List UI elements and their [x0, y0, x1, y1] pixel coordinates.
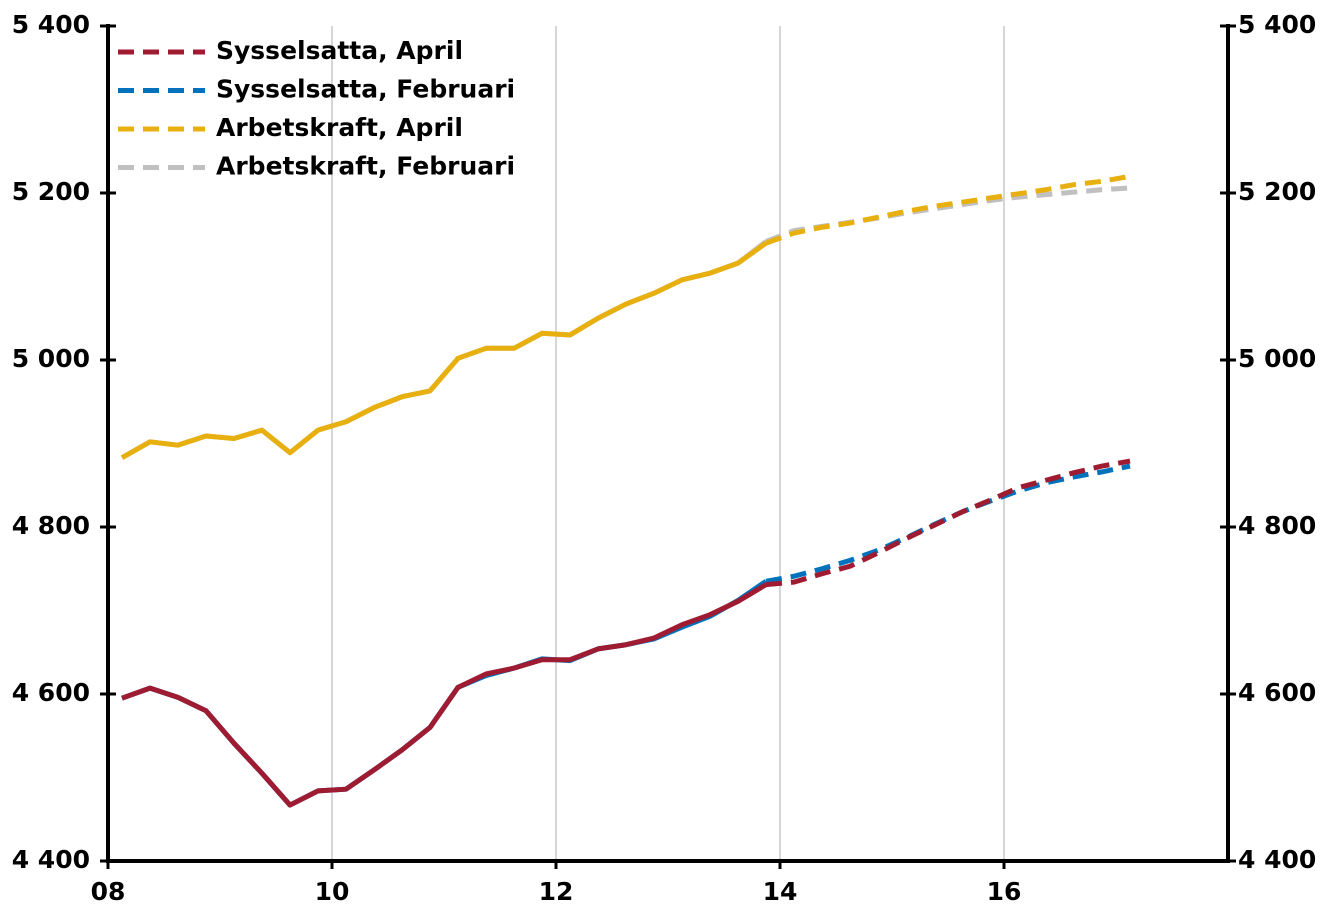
forecast-line [765, 185, 1131, 244]
outcome-line [120, 239, 768, 460]
outcome-line [121, 582, 768, 808]
x-tick-label: 16 [987, 877, 1022, 906]
y-tick-label: 4 800 [12, 511, 90, 540]
forecast-line [765, 463, 1131, 584]
y2-tick-label: 4 600 [1238, 678, 1316, 707]
y2-tick-label: 5 000 [1238, 344, 1316, 373]
forecast-line [765, 173, 1131, 246]
legend-label: Arbetskraft, Februari [216, 152, 515, 181]
x-tick-label: 10 [315, 877, 350, 906]
y-tick-label: 5 000 [12, 344, 90, 373]
x-tick-label: 14 [763, 877, 798, 906]
x-tick-label: 08 [91, 877, 126, 906]
legend-label: Sysselsatta, April [216, 36, 463, 65]
forecast-line [765, 458, 1131, 588]
y2-tick-label: 4 400 [1238, 845, 1316, 874]
outcome-line [120, 241, 768, 460]
legend-label: Sysselsatta, Februari [216, 75, 515, 104]
y-tick-label: 5 200 [12, 177, 90, 206]
y-tick-label: 5 400 [12, 10, 90, 39]
y-tick-label: 4 400 [12, 845, 90, 874]
y2-tick-label: 4 800 [1238, 511, 1316, 540]
legend-label: Arbetskraft, April [216, 113, 463, 142]
y2-tick-label: 5 200 [1238, 177, 1316, 206]
x-tick-label: 12 [539, 877, 574, 906]
y2-tick-label: 5 400 [1238, 10, 1316, 39]
outcome-line [121, 579, 768, 808]
y-tick-label: 4 600 [12, 678, 90, 707]
